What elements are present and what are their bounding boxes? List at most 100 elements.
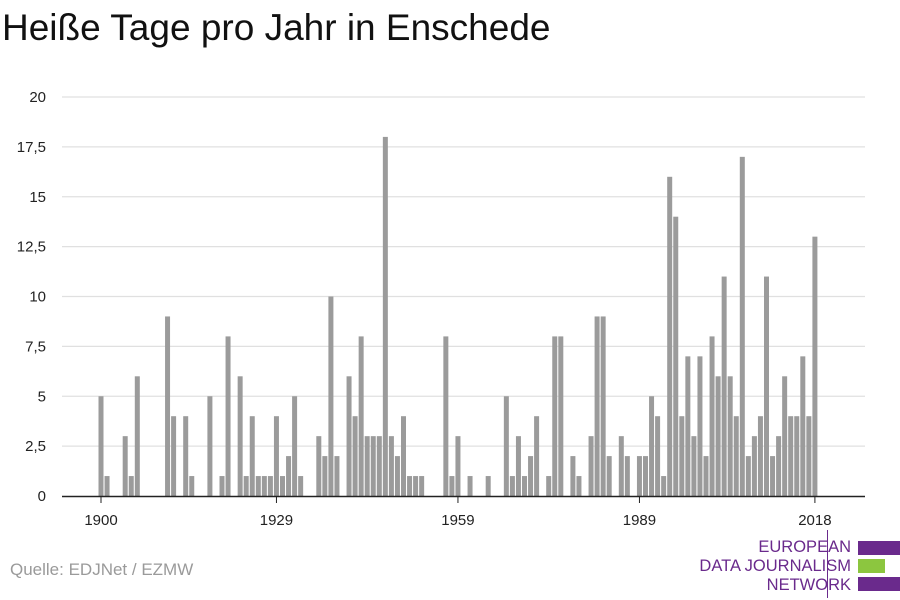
- edjnet-logo: EUROPEAN DATA JOURNALISM NETWORK: [699, 530, 900, 600]
- bar-1975: [552, 336, 558, 496]
- bar-1958: [449, 476, 455, 496]
- bar-1947: [382, 136, 388, 496]
- bar-1972: [534, 416, 540, 496]
- logo-bar-top: [858, 541, 900, 555]
- bar-2014: [788, 416, 794, 496]
- bar-1995: [673, 216, 679, 496]
- bar-1911: [165, 316, 171, 496]
- bar-1926: [255, 476, 261, 496]
- bar-2012: [776, 436, 782, 496]
- bar-1967: [503, 396, 509, 496]
- y-tick-label: 5: [38, 388, 46, 405]
- bar-1944: [364, 436, 370, 496]
- bar-1992: [655, 416, 661, 496]
- bar-2004: [727, 376, 733, 496]
- bar-1993: [661, 476, 667, 496]
- bar-1941: [346, 376, 352, 496]
- bar-1906: [134, 376, 140, 496]
- bar-1991: [649, 396, 655, 496]
- logo-text-network: NETWORK: [766, 576, 851, 594]
- bar-1969: [515, 436, 521, 496]
- bar-2005: [733, 416, 739, 496]
- bar-1900: [98, 396, 104, 496]
- y-tick-label: 15: [29, 189, 46, 206]
- bar-1982: [594, 316, 600, 496]
- logo-divider: [827, 530, 828, 598]
- bar-1978: [570, 456, 576, 496]
- bar-1927: [261, 476, 267, 496]
- logo-text-data-journalism: DATA JOURNALISM: [699, 557, 851, 575]
- logo-text-european: EUROPEAN: [758, 538, 851, 556]
- bar-1939: [334, 456, 340, 496]
- bar-1931: [286, 456, 292, 496]
- bar-1981: [588, 436, 594, 496]
- bar-1937: [322, 456, 328, 496]
- y-tick-label: 20: [29, 89, 46, 106]
- bar-1970: [522, 476, 527, 496]
- bar-1983: [600, 316, 606, 496]
- bar-1964: [485, 476, 491, 496]
- bar-1938: [328, 296, 334, 496]
- bar-1921: [225, 336, 231, 496]
- bar-1923: [237, 376, 243, 496]
- y-tick-label: 2,5: [25, 438, 46, 455]
- bar-1951: [407, 476, 413, 496]
- bar-2000: [703, 456, 709, 496]
- bar-2006: [739, 156, 745, 496]
- logo-bar-middle: [858, 559, 885, 573]
- bar-1959: [455, 436, 461, 496]
- y-tick-label: 7,5: [25, 338, 46, 355]
- bar-1952: [413, 476, 419, 496]
- x-tick-label: 1959: [441, 512, 474, 529]
- bar-1950: [401, 416, 406, 496]
- bar-1904: [122, 436, 128, 496]
- x-tick-label: 2018: [798, 512, 831, 529]
- bar-1961: [467, 476, 473, 496]
- x-axis: [62, 495, 865, 503]
- bar-1974: [546, 476, 552, 496]
- bar-2002: [715, 376, 721, 496]
- bar-1997: [685, 356, 691, 496]
- bar-2008: [751, 436, 757, 496]
- bar-1932: [292, 396, 298, 496]
- bar-1979: [576, 476, 582, 496]
- x-tick-label: 1929: [260, 512, 293, 529]
- bar-2010: [764, 276, 769, 496]
- bar-1953: [419, 476, 425, 496]
- bar-1990: [643, 456, 648, 496]
- bar-1942: [352, 416, 358, 496]
- bar-1987: [624, 456, 630, 496]
- bar-1914: [183, 416, 189, 496]
- y-axis-labels: 0 2,5 5 7,5 10 12,5 15 17,5 20: [17, 89, 46, 505]
- bar-1924: [243, 476, 249, 496]
- y-tick-label: 17,5: [17, 139, 46, 156]
- bar-1948: [388, 436, 394, 496]
- bars: [98, 136, 818, 497]
- bar-1928: [267, 476, 273, 496]
- bar-1912: [171, 416, 177, 496]
- bar-1989: [636, 456, 642, 496]
- bar-1994: [667, 176, 673, 497]
- x-tick-label: 1900: [84, 512, 117, 529]
- bar-1984: [606, 456, 612, 496]
- source-note: Quelle: EDJNet / EZMW: [10, 560, 194, 579]
- bar-1957: [443, 336, 449, 496]
- bar-1920: [219, 476, 225, 496]
- bar-2001: [709, 336, 715, 496]
- bar-2007: [745, 456, 751, 496]
- bar-1925: [249, 416, 255, 496]
- bar-2003: [721, 276, 727, 496]
- bar-1986: [618, 436, 624, 496]
- bar-2016: [800, 356, 806, 496]
- y-tick-label: 10: [29, 289, 46, 306]
- bar-1936: [316, 436, 322, 496]
- bar-1945: [370, 436, 376, 496]
- bar-1968: [509, 476, 515, 496]
- bar-1929: [273, 416, 279, 496]
- bar-1949: [394, 456, 400, 496]
- gridlines: [62, 96, 865, 447]
- y-tick-label: 12,5: [17, 239, 46, 256]
- bar-1976: [558, 336, 564, 496]
